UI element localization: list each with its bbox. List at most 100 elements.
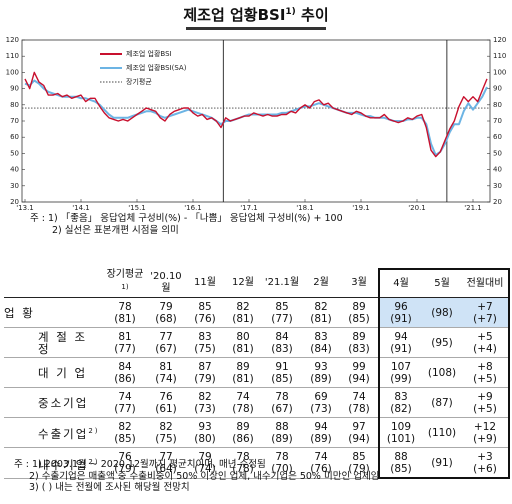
cell-text: 93	[198, 420, 212, 433]
y-tick-label: 70	[10, 117, 19, 125]
plot-frame	[21, 39, 491, 203]
cell-text: 83	[314, 330, 328, 343]
row-note: 2)	[88, 457, 100, 466]
table-cell: 78 (70)	[262, 447, 302, 479]
cell-text: 74	[236, 390, 250, 403]
cell-text: 89	[236, 360, 250, 373]
cell-text: 76	[159, 390, 173, 403]
table-cell: 79 (74)	[186, 447, 224, 479]
header-text: 3월	[351, 277, 367, 289]
table-row: 업 황 78 (81) 79 (68) 85 (76) 82 (81) 85 (77) 82 (81) 8…	[4, 297, 510, 329]
cell-text: (76)	[310, 463, 332, 476]
cell-text: 89	[352, 300, 366, 313]
table-cell: 76 (61)	[146, 387, 186, 419]
table-cell: 74 (78)	[340, 387, 379, 419]
x-tick-label: '20.1	[408, 204, 426, 212]
cell-text: 85	[198, 300, 212, 313]
cell-text: (76)	[194, 312, 216, 325]
legend: 제조업 업황BSI 제조업 업황BSI(SA) 장기평균	[96, 46, 220, 94]
title-underline	[186, 27, 326, 30]
row-label: 대 기 업	[4, 357, 104, 389]
cell-text: (79)	[348, 463, 370, 476]
row-label: 중소기업	[4, 387, 104, 419]
table-cell: 74 (78)	[224, 387, 262, 419]
table-cell: +8 (+5)	[462, 357, 510, 389]
table-cell: 97 (94)	[340, 417, 379, 449]
table-cell: 88 (85)	[378, 447, 422, 480]
cell-text: 89	[352, 330, 366, 343]
cell-text: (86)	[114, 372, 136, 385]
table-cell: 74 (76)	[302, 447, 340, 479]
table-cell: 88 (89)	[262, 417, 302, 449]
cell-text: 76	[118, 451, 132, 464]
cell-text: (61)	[155, 402, 177, 415]
table-cell: 77 (64)	[146, 447, 186, 479]
cell-text: (67)	[155, 342, 177, 355]
cell-text: (83)	[271, 342, 293, 355]
cell-text: (+9)	[473, 432, 497, 445]
header-text: 11월	[194, 277, 216, 289]
cell-text: 99	[352, 360, 366, 373]
cell-text: +7	[477, 300, 493, 313]
y2-tick-label: 50	[493, 149, 502, 157]
chart-note: 주 : 1) 「좋음」 응답업체 구성비(%) - 「나쁨」 응답업체 구성비(…	[30, 213, 343, 224]
header-cell	[4, 269, 104, 299]
title-note: 1)	[285, 7, 296, 17]
cell-text: 74	[352, 390, 366, 403]
table-cell: 83 (82)	[378, 387, 422, 419]
chart-note: 2) 실선은 표본개편 시점을 의미	[52, 225, 179, 236]
table-cell: 81 (77)	[104, 327, 146, 359]
x-tick-label: '16.1	[184, 204, 202, 212]
cell-text: +3	[477, 450, 493, 463]
cell-text: 74	[314, 451, 328, 464]
y-tick-label: 50	[10, 149, 19, 157]
table-cell: (98)	[422, 297, 462, 329]
cell-text: 69	[314, 390, 328, 403]
cell-text: (101)	[386, 432, 416, 445]
header-cell: 전월대비	[462, 268, 510, 299]
header-row: 장기평균 1) '20.10월 11월 12월 '21.1월 2월 3월 4월 5월 전월대비	[4, 268, 510, 299]
cell-text: (91)	[431, 456, 453, 469]
header-cell: '21.1월	[262, 269, 302, 299]
row-label-text: 중소기업	[38, 395, 89, 410]
cell-text: 83	[198, 330, 212, 343]
table-cell: 85 (77)	[262, 297, 302, 329]
cell-text: (77)	[114, 402, 136, 415]
cell-text: (98)	[431, 306, 453, 319]
cell-text: (81)	[232, 312, 254, 325]
cell-text: 82	[159, 420, 173, 433]
table-notes: 주 : 1) 2003.1월 ~ 2020.12월까지 평균치이며, 매년 수정…	[14, 459, 379, 494]
row-label: 계 절 조 정	[4, 327, 104, 359]
cell-text: (91)	[390, 312, 412, 325]
row-note: 2)	[88, 427, 100, 436]
row-label: 수출기업2)	[4, 417, 104, 449]
cell-text: 81	[159, 360, 173, 373]
cell-text: 85	[275, 300, 289, 313]
row-label-text: 계 절 조 정	[38, 329, 88, 356]
cell-text: 97	[352, 420, 366, 433]
table-row: 중소기업 74 (77) 76 (61) 82 (73) 74 (78) 78 (67) 69 (73)…	[4, 387, 510, 419]
cell-text: (79)	[194, 372, 216, 385]
title-suffix: 추이	[301, 6, 329, 24]
table-cell: 89 (81)	[224, 357, 262, 389]
header-text: 전월대비	[466, 277, 504, 289]
header-note: 1)	[121, 283, 129, 291]
cell-text: 78	[275, 390, 289, 403]
table-note: 주 : 1) 2003.1월 ~ 2020.12월까지 평균치이며, 매년 수정…	[14, 459, 266, 470]
cell-text: (75)	[194, 342, 216, 355]
header-cell: '20.10월	[146, 269, 186, 299]
cell-text: 82	[198, 390, 212, 403]
cell-text: 88	[275, 420, 289, 433]
cell-text: +5	[477, 330, 493, 343]
cell-text: 82	[118, 420, 132, 433]
table-cell: 107 (99)	[378, 357, 422, 389]
row-label: 내수기업2)	[4, 447, 104, 479]
cell-text: 109	[390, 420, 412, 433]
cell-text: (89)	[310, 432, 332, 445]
cell-text: (83)	[348, 342, 370, 355]
cell-text: 89	[236, 420, 250, 433]
y-tick-label: 120	[6, 36, 19, 44]
header-text: 장기평균	[106, 269, 144, 280]
header-cell: 5월	[422, 268, 462, 299]
table-cell: 93 (80)	[186, 417, 224, 449]
